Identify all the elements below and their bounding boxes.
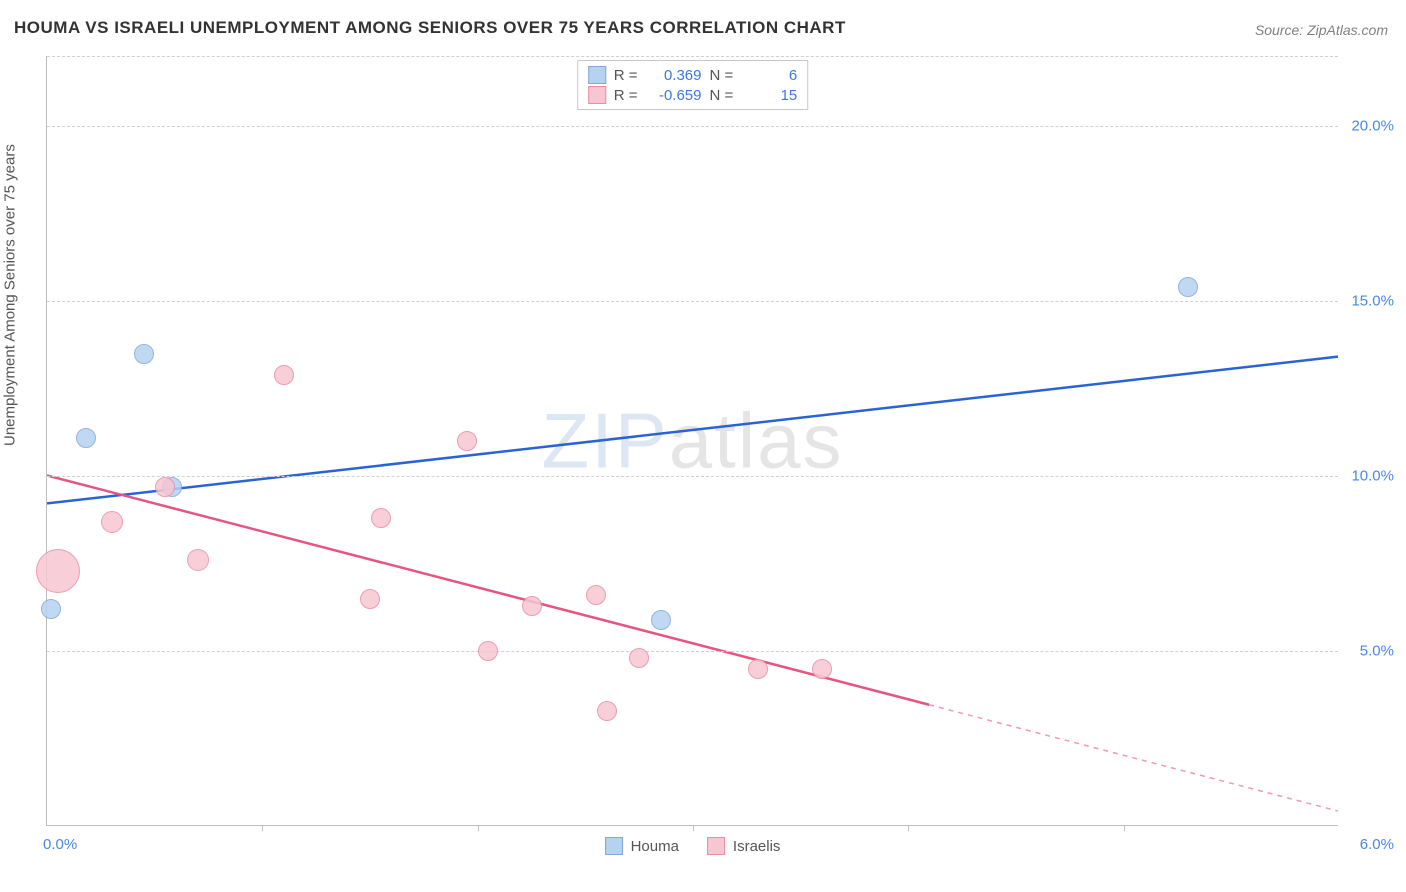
data-point	[748, 659, 768, 679]
n-label: N =	[710, 87, 734, 104]
watermark: ZIPatlas	[541, 395, 843, 486]
data-point	[651, 610, 671, 630]
swatch-israelis	[707, 837, 725, 855]
x-min-label: 0.0%	[43, 836, 77, 853]
legend-bottom: Houma Israelis	[605, 837, 781, 855]
data-point	[812, 659, 832, 679]
watermark-right: atlas	[669, 396, 844, 484]
data-point	[76, 428, 96, 448]
swatch-houma	[588, 66, 606, 84]
chart-plot-area: ZIPatlas R = 0.369 N = 6 R = -0.659 N = …	[46, 56, 1338, 826]
data-point	[522, 596, 542, 616]
y-tick-label: 15.0%	[1351, 293, 1394, 310]
data-point	[134, 344, 154, 364]
data-point	[101, 511, 123, 533]
y-tick-label: 5.0%	[1360, 643, 1394, 660]
n-value-israelis: 15	[741, 87, 797, 104]
x-tick	[693, 825, 694, 831]
source-label: Source: ZipAtlas.com	[1255, 22, 1388, 38]
gridline	[47, 126, 1338, 127]
gridline	[47, 56, 1338, 57]
trend-line	[47, 357, 1338, 504]
y-tick-label: 20.0%	[1351, 118, 1394, 135]
gridline	[47, 301, 1338, 302]
legend-item-houma: Houma	[605, 837, 679, 855]
data-point	[629, 648, 649, 668]
data-point	[36, 549, 80, 593]
data-point	[360, 589, 380, 609]
n-value-houma: 6	[741, 67, 797, 84]
trend-lines-svg	[47, 56, 1338, 825]
y-axis-title: Unemployment Among Seniors over 75 years	[2, 144, 19, 446]
legend-label-houma: Houma	[631, 838, 679, 855]
gridline	[47, 651, 1338, 652]
r-value-houma: 0.369	[646, 67, 702, 84]
data-point	[371, 508, 391, 528]
data-point	[274, 365, 294, 385]
data-point	[41, 599, 61, 619]
r-label: R =	[614, 87, 638, 104]
data-point	[1178, 277, 1198, 297]
x-tick	[478, 825, 479, 831]
r-value-israelis: -0.659	[646, 87, 702, 104]
r-label: R =	[614, 67, 638, 84]
data-point	[457, 431, 477, 451]
trend-line	[47, 475, 929, 704]
y-tick-label: 10.0%	[1351, 468, 1394, 485]
swatch-houma	[605, 837, 623, 855]
data-point	[478, 641, 498, 661]
data-point	[155, 477, 175, 497]
legend-stats-box: R = 0.369 N = 6 R = -0.659 N = 15	[577, 60, 809, 110]
x-tick	[908, 825, 909, 831]
x-tick	[262, 825, 263, 831]
trend-line-dashed	[929, 705, 1338, 811]
swatch-israelis	[588, 86, 606, 104]
legend-item-israelis: Israelis	[707, 837, 781, 855]
watermark-left: ZIP	[541, 396, 668, 484]
chart-title: HOUMA VS ISRAELI UNEMPLOYMENT AMONG SENI…	[14, 18, 846, 38]
data-point	[586, 585, 606, 605]
data-point	[187, 549, 209, 571]
legend-stats-row: R = -0.659 N = 15	[588, 85, 798, 105]
gridline	[47, 476, 1338, 477]
legend-stats-row: R = 0.369 N = 6	[588, 65, 798, 85]
legend-label-israelis: Israelis	[733, 838, 781, 855]
data-point	[597, 701, 617, 721]
n-label: N =	[710, 67, 734, 84]
x-tick	[1124, 825, 1125, 831]
x-max-label: 6.0%	[1360, 836, 1394, 853]
